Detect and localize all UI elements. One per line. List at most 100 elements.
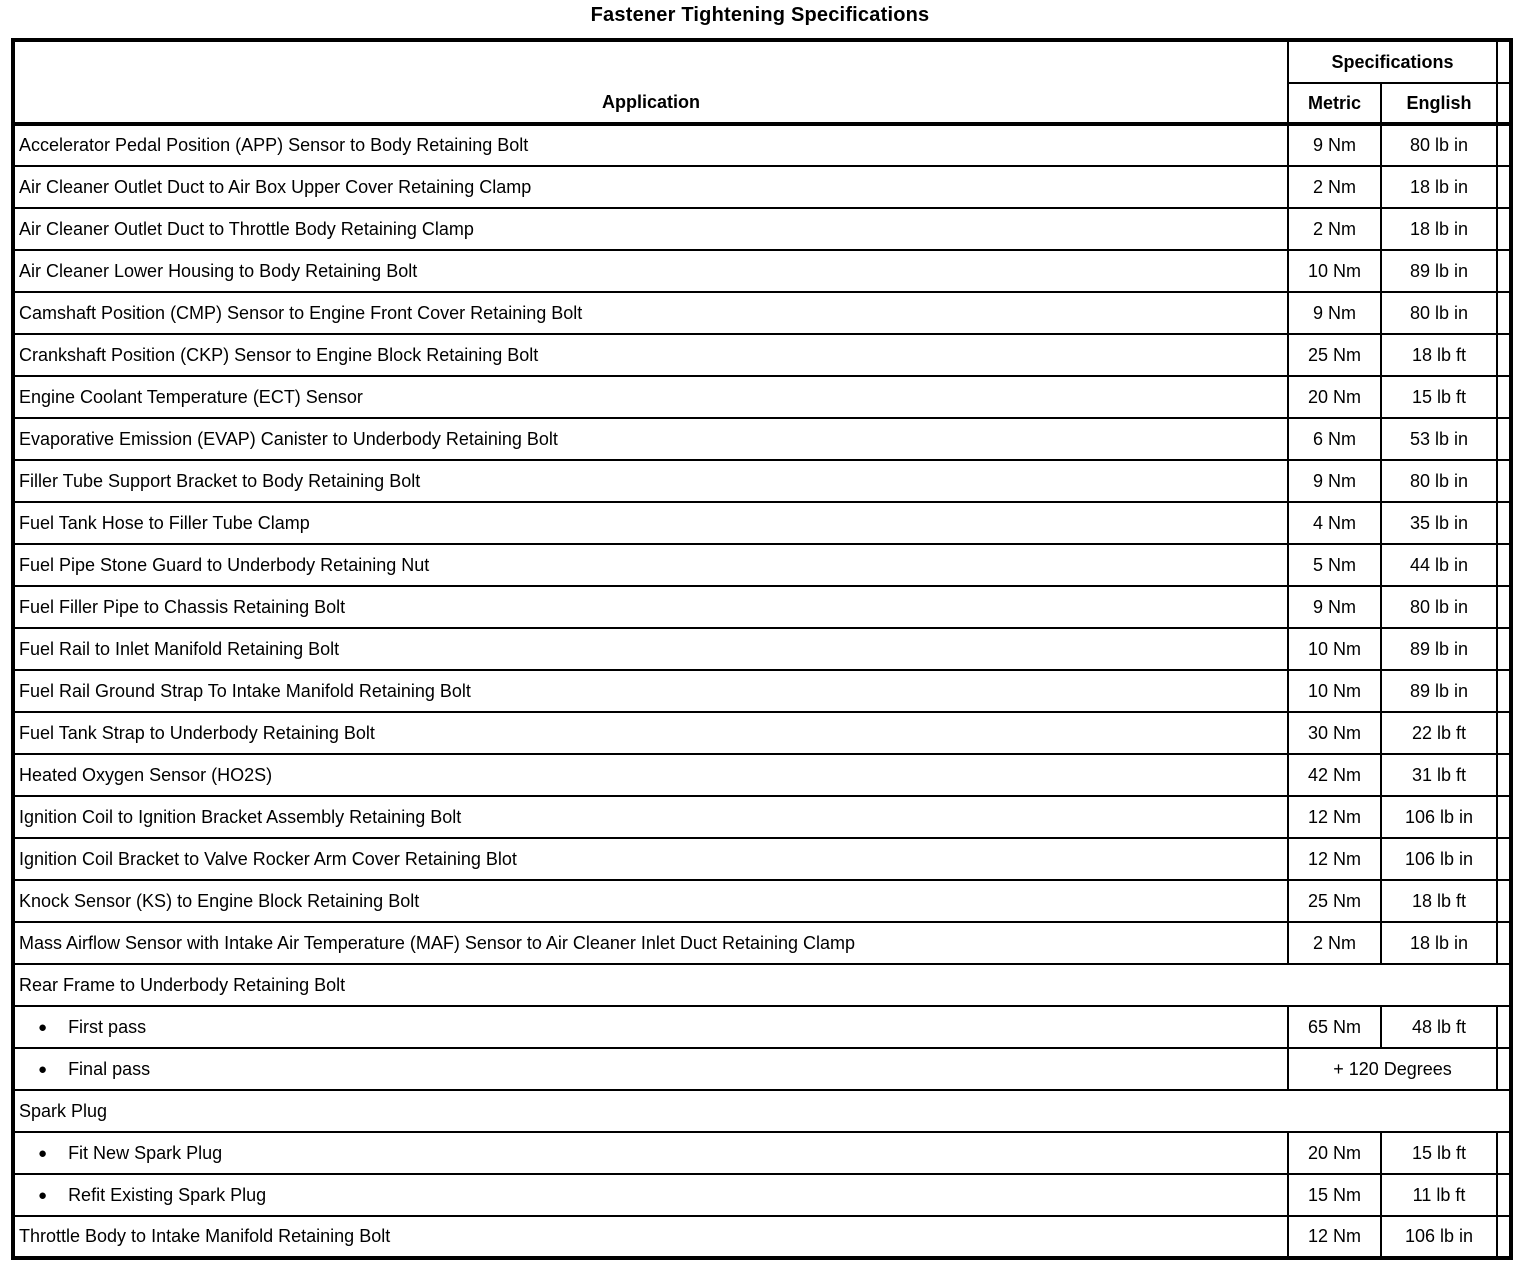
spacer-cell (1496, 795, 1513, 839)
application-cell: Evaporative Emission (EVAP) Canister to … (12, 417, 1289, 461)
application-label: Evaporative Emission (EVAP) Canister to … (19, 428, 558, 449)
section-label: Rear Frame to Underbody Retaining Bolt (11, 963, 1513, 1007)
application-label: Fuel Rail Ground Strap To Intake Manifol… (19, 680, 471, 701)
metric-value-cell: 42 Nm (1287, 753, 1382, 797)
english-value-cell: 89 lb in (1379, 249, 1499, 293)
table-row: Fuel Pipe Stone Guard to Underbody Retai… (12, 543, 1513, 587)
metric-value-cell: 5 Nm (1287, 543, 1382, 587)
metric-value-cell: 12 Nm (1287, 1215, 1382, 1259)
application-cell: ● Refit Existing Spark Plug (12, 1173, 1289, 1217)
english-value-cell: 18 lb ft (1379, 333, 1499, 377)
application-label: Crankshaft Position (CKP) Sensor to Engi… (19, 344, 539, 365)
english-value-cell: 18 lb in (1379, 921, 1499, 965)
application-label: Fuel Filler Pipe to Chassis Retaining Bo… (19, 596, 346, 617)
metric-value-cell: 2 Nm (1287, 165, 1382, 209)
metric-value-cell: 9 Nm (1287, 459, 1382, 503)
column-header-english: English (1379, 82, 1499, 126)
application-label: Knock Sensor (KS) to Engine Block Retain… (19, 890, 420, 911)
table-row: Fuel Rail to Inlet Manifold Retaining Bo… (12, 627, 1513, 671)
application-label: First pass (68, 1016, 147, 1037)
english-value-cell: 48 lb ft (1379, 1005, 1499, 1049)
english-value-cell: 31 lb ft (1379, 753, 1499, 797)
spacer-cell (1496, 837, 1513, 881)
english-value-cell: 18 lb in (1379, 207, 1499, 251)
table-row: Camshaft Position (CMP) Sensor to Engine… (12, 291, 1513, 335)
table-row: Heated Oxygen Sensor (HO2S) 42 Nm 31 lb ft (12, 753, 1513, 797)
table-row: Mass Airflow Sensor with Intake Air Temp… (12, 921, 1513, 965)
application-label: Refit Existing Spark Plug (68, 1184, 267, 1205)
application-label: Ignition Coil Bracket to Valve Rocker Ar… (19, 848, 517, 869)
table-row: Engine Coolant Temperature (ECT) Sensor 2… (12, 375, 1513, 419)
spacer-cell (1496, 375, 1513, 419)
english-value-cell: 53 lb in (1379, 417, 1499, 461)
application-cell: Air Cleaner Lower Housing to Body Retain… (12, 249, 1289, 293)
application-label: Final pass (68, 1058, 151, 1079)
header-row-units: Metric English (13, 82, 1513, 126)
application-cell: Heated Oxygen Sensor (HO2S) (12, 753, 1289, 797)
spacer-cell (1496, 165, 1513, 209)
metric-value-cell: 4 Nm (1287, 501, 1382, 545)
table-row: Throttle Body to Intake Manifold Retaini… (12, 1215, 1513, 1259)
spacer-cell (1496, 543, 1513, 587)
metric-value-cell: 10 Nm (1287, 627, 1382, 671)
application-cell: Fuel Tank Hose to Filler Tube Clamp (12, 501, 1289, 545)
application-cell: Filler Tube Support Bracket to Body Reta… (12, 459, 1289, 503)
english-value-cell: 80 lb in (1379, 123, 1499, 167)
application-cell: ● Fit New Spark Plug (12, 1131, 1289, 1175)
application-cell: Fuel Pipe Stone Guard to Underbody Retai… (12, 543, 1289, 587)
spacer-cell (1496, 711, 1513, 755)
application-cell: ● Final pass (12, 1047, 1289, 1091)
table-row: Fuel Tank Strap to Underbody Retaining B… (12, 711, 1513, 755)
table-row: ● Fit New Spark Plug 20 Nm 15 lb ft (12, 1131, 1513, 1175)
table-row: Accelerator Pedal Position (APP) Sensor … (12, 123, 1513, 167)
application-label: Fuel Tank Strap to Underbody Retaining B… (19, 722, 375, 743)
bullet-icon: ● (38, 1060, 48, 1078)
application-cell: Fuel Rail Ground Strap To Intake Manifol… (12, 669, 1289, 713)
metric-value-cell: 65 Nm (1287, 1005, 1382, 1049)
table-row: Filler Tube Support Bracket to Body Reta… (12, 459, 1513, 503)
spacer-cell (1496, 879, 1513, 923)
table-row: Ignition Coil Bracket to Valve Rocker Ar… (12, 837, 1513, 881)
combined-spec-cell: + 120 Degrees (1286, 1047, 1499, 1091)
page-title: Fastener Tightening Specifications (590, 4, 930, 26)
english-value-cell: 80 lb in (1379, 291, 1499, 335)
english-value-cell: 89 lb in (1379, 669, 1499, 713)
column-header-specifications: Specifications (1286, 39, 1499, 84)
english-value-cell: 106 lb in (1379, 1215, 1499, 1259)
table-row: ● Final pass + 120 Degrees (12, 1047, 1513, 1091)
spacer-cell (1496, 417, 1513, 461)
column-header-application: Application (12, 39, 1289, 126)
table-row: Ignition Coil to Ignition Bracket Assemb… (12, 795, 1513, 839)
table-row: Spark Plug (11, 1089, 1513, 1133)
spacer-cell (1496, 1215, 1513, 1259)
application-cell: Knock Sensor (KS) to Engine Block Retain… (12, 879, 1289, 923)
fastener-specifications-table: Application Specifications Metric Englis… (11, 38, 1514, 1260)
bullet-icon: ● (38, 1186, 48, 1204)
application-label: Throttle Body to Intake Manifold Retaini… (19, 1226, 391, 1246)
bullet-icon: ● (38, 1018, 48, 1036)
application-cell: Air Cleaner Outlet Duct to Air Box Upper… (12, 165, 1289, 209)
table-row: Air Cleaner Outlet Duct to Air Box Upper… (12, 165, 1513, 209)
application-label: Mass Airflow Sensor with Intake Air Temp… (19, 932, 856, 953)
english-value-cell: 18 lb ft (1379, 879, 1499, 923)
application-label: Accelerator Pedal Position (APP) Sensor … (19, 135, 529, 155)
application-label: Fuel Rail to Inlet Manifold Retaining Bo… (19, 638, 340, 659)
table-row: Air Cleaner Lower Housing to Body Retain… (12, 249, 1513, 293)
metric-value-cell: 20 Nm (1287, 375, 1382, 419)
spacer-cell (1496, 585, 1513, 629)
application-label: Fuel Tank Hose to Filler Tube Clamp (19, 512, 310, 533)
english-value-cell: 89 lb in (1379, 627, 1499, 671)
spacer-cell (1496, 1173, 1513, 1217)
metric-value-cell: 12 Nm (1287, 795, 1382, 839)
metric-value-cell: 10 Nm (1287, 669, 1382, 713)
spacer-cell (1496, 1047, 1513, 1091)
application-cell: Ignition Coil to Ignition Bracket Assemb… (12, 795, 1289, 839)
spacer-header-cell (1496, 39, 1513, 84)
application-label: Fit New Spark Plug (68, 1142, 223, 1163)
metric-value-cell: 20 Nm (1287, 1131, 1382, 1175)
spacer-cell (1496, 1005, 1513, 1049)
english-value-cell: 106 lb in (1379, 837, 1499, 881)
english-value-cell: 106 lb in (1379, 795, 1499, 839)
spacer-cell (1496, 753, 1513, 797)
application-label: Filler Tube Support Bracket to Body Reta… (19, 470, 421, 491)
